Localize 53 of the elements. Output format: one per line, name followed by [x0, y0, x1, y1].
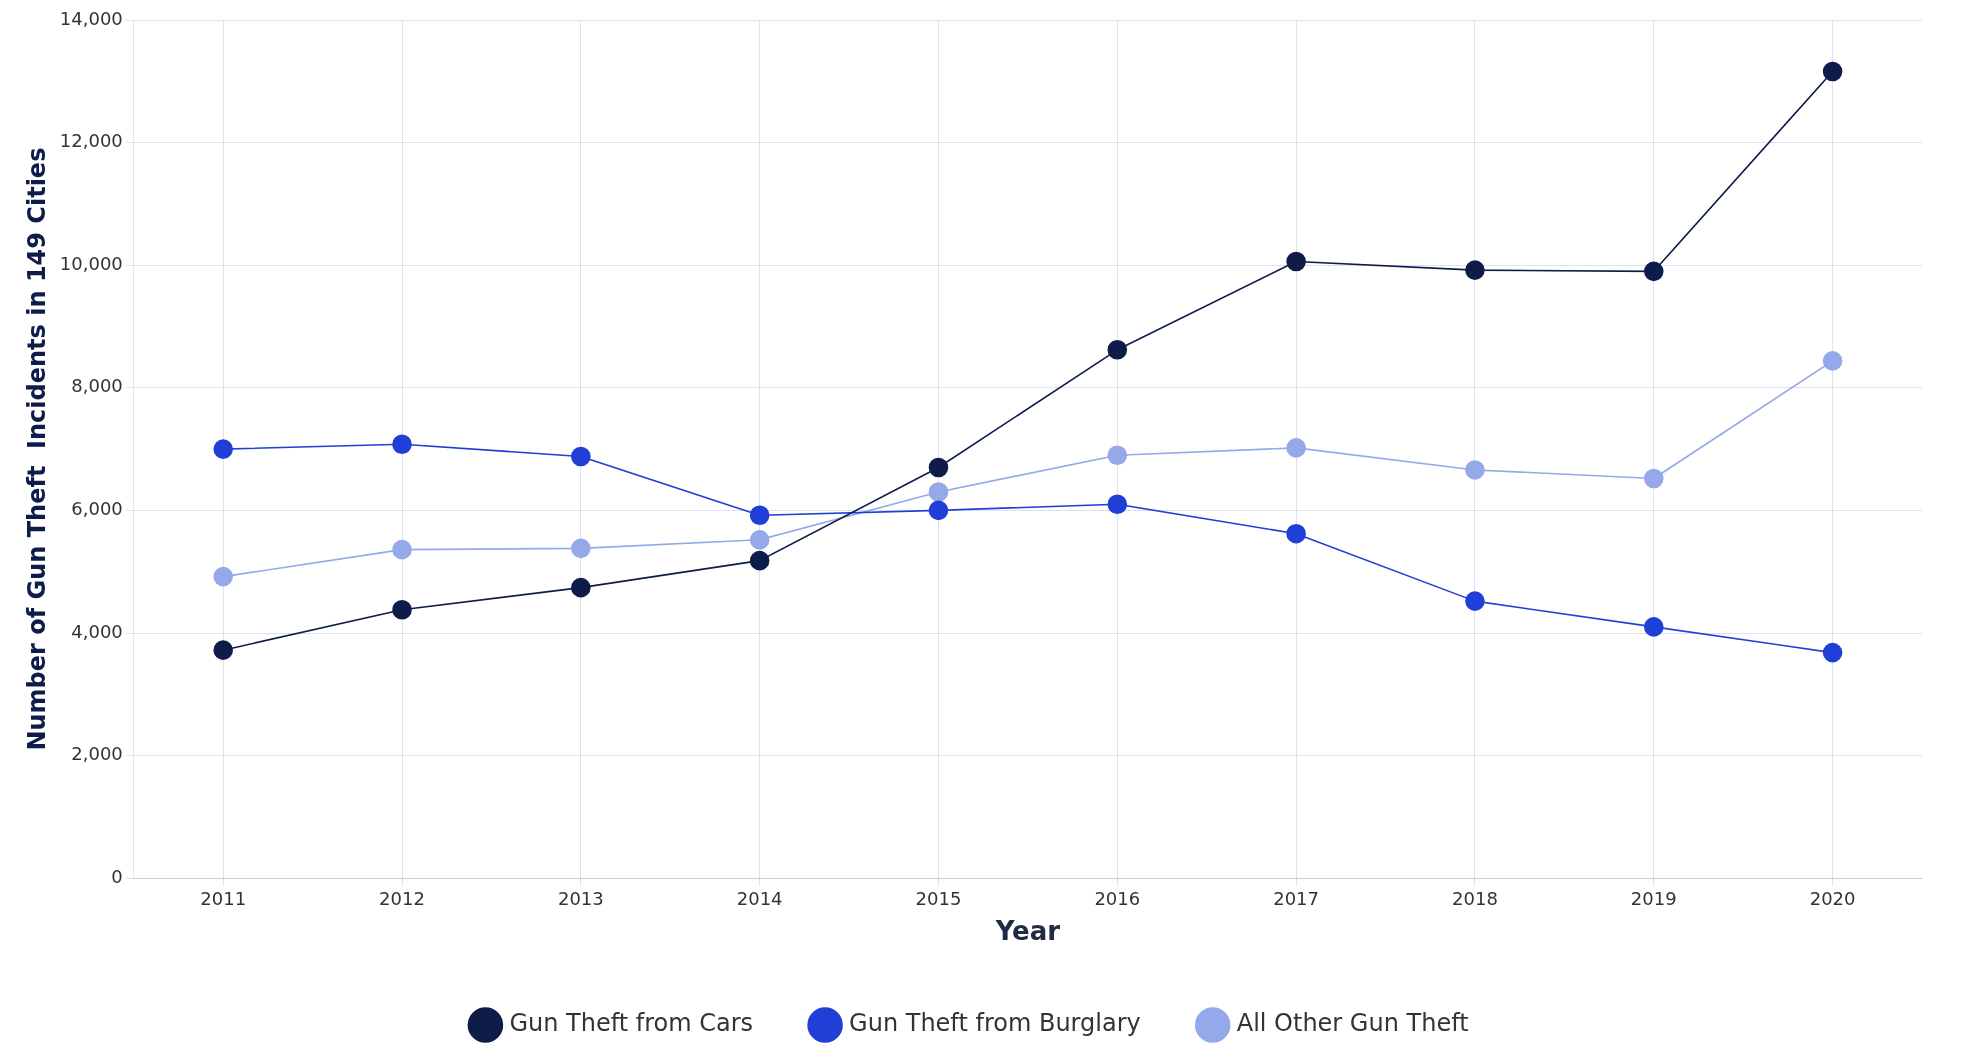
y-tick-label: 0 [111, 865, 123, 887]
y-axis-title: Number of Gun Theft Incidents in 149 Cities [22, 147, 51, 751]
point [571, 577, 591, 598]
point [571, 538, 591, 559]
y-tick-label: 12,000 [59, 130, 123, 152]
point [1107, 339, 1128, 360]
point [1107, 494, 1128, 515]
point [749, 550, 770, 571]
point [1822, 351, 1843, 371]
point [213, 566, 233, 587]
point [928, 482, 949, 502]
y-tick-label: 6,000 [71, 498, 123, 520]
point [392, 539, 412, 560]
y-tick-label: 14,000 [59, 7, 123, 29]
point [1822, 642, 1843, 663]
point [1643, 617, 1664, 637]
y-tick-label: 10,000 [59, 252, 123, 274]
x-tick-label: 2012 [379, 887, 425, 909]
point [928, 500, 949, 521]
y-tick-label: 2,000 [71, 743, 123, 765]
x-tick-label: 2019 [1630, 887, 1677, 909]
point [1107, 445, 1128, 466]
point [749, 530, 770, 550]
x-axis-title: Year [994, 916, 1061, 947]
point [749, 505, 770, 526]
x-tick-label: 2016 [1094, 887, 1141, 909]
x-tick-label: 2018 [1452, 887, 1498, 909]
point [1286, 523, 1306, 544]
point [928, 457, 949, 478]
point [392, 599, 412, 620]
point [1643, 468, 1664, 489]
x-tick-label: 2014 [736, 887, 783, 909]
x-tick-label: 2011 [200, 887, 247, 909]
y-tick-label: 4,000 [71, 620, 123, 642]
x-tick-label: 2020 [1809, 887, 1856, 909]
point [213, 439, 233, 459]
x-tick-label: 2013 [557, 887, 604, 909]
legend-label: Gun Theft from Burglary [849, 1009, 1141, 1038]
legend-label: Gun Theft from Cars [509, 1009, 754, 1038]
point [1465, 591, 1485, 611]
point [213, 640, 233, 660]
x-tick-label: 2017 [1273, 887, 1320, 909]
point [1465, 460, 1485, 480]
y-tick-label: 8,000 [71, 375, 123, 397]
point [1822, 61, 1843, 82]
point [1286, 251, 1306, 272]
legend-label: All Other Gun Theft [1236, 1009, 1469, 1038]
point [392, 434, 412, 454]
x-tick-label: 2015 [915, 887, 962, 909]
point [571, 446, 591, 467]
point [1465, 260, 1485, 280]
point [1643, 261, 1664, 282]
point [1286, 438, 1306, 458]
